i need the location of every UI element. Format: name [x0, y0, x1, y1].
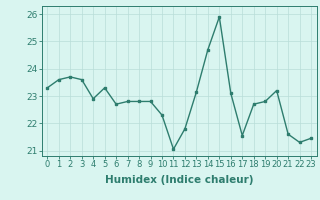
X-axis label: Humidex (Indice chaleur): Humidex (Indice chaleur) [105, 175, 253, 185]
